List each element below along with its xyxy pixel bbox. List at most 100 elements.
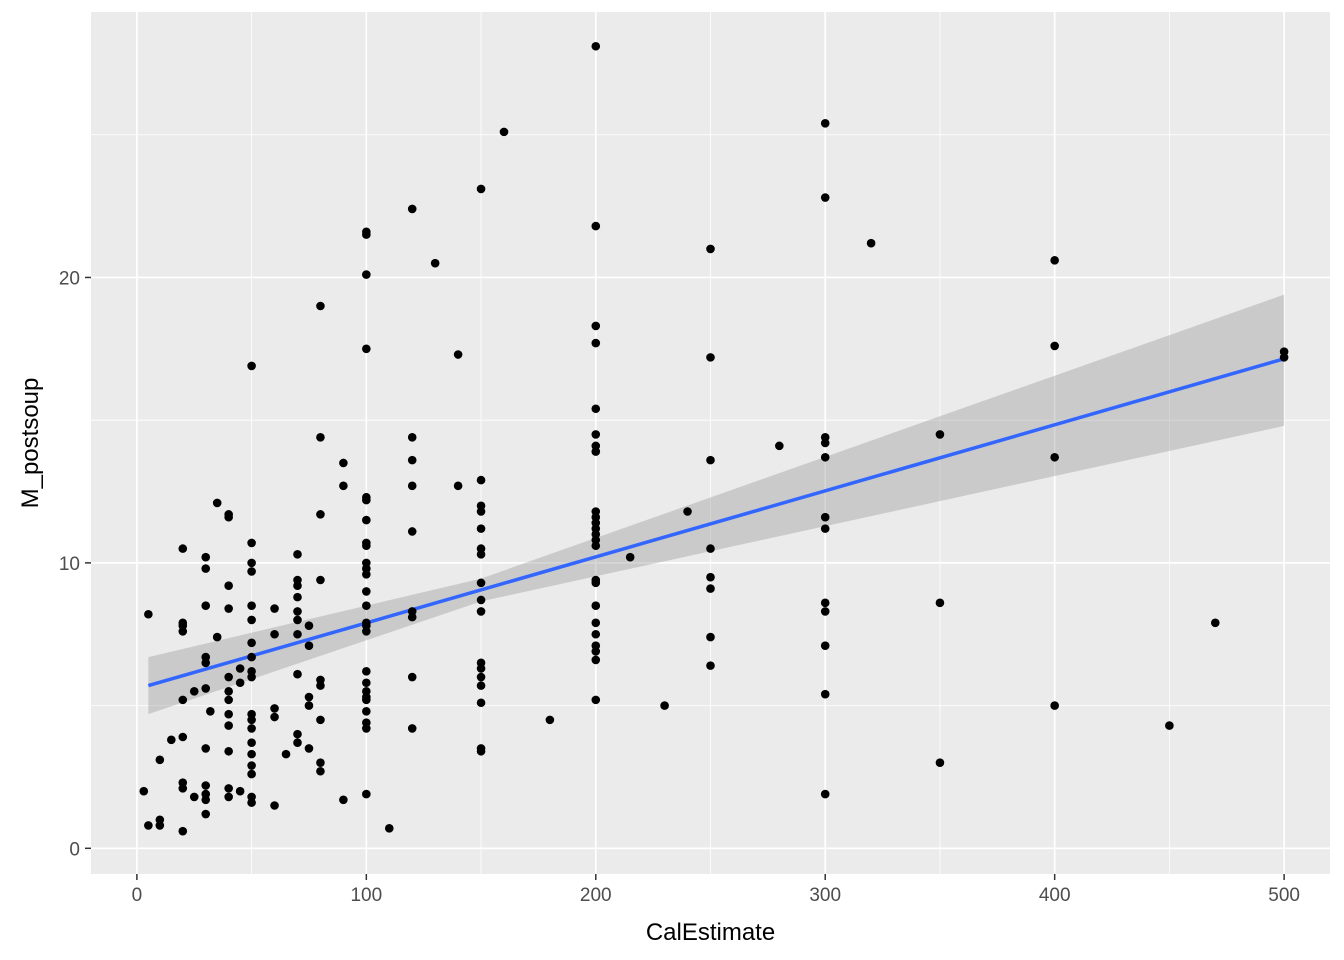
data-point — [476, 698, 486, 708]
data-point — [591, 695, 601, 705]
data-point — [935, 430, 945, 439]
data-point — [224, 672, 233, 682]
data-point — [178, 784, 188, 793]
x-axis-title: CalEstimate — [646, 919, 775, 946]
data-point — [407, 481, 417, 491]
data-point — [247, 761, 256, 770]
data-point — [499, 127, 509, 137]
data-point — [362, 569, 371, 579]
data-point — [206, 707, 215, 716]
data-point — [591, 338, 601, 348]
data-point — [224, 792, 233, 802]
data-point — [362, 707, 371, 716]
data-point — [591, 221, 601, 231]
data-point — [201, 684, 211, 693]
data-point — [201, 809, 211, 819]
data-point — [476, 550, 486, 559]
data-point — [362, 495, 371, 505]
data-point — [820, 689, 830, 699]
data-point — [270, 629, 279, 639]
data-point — [316, 758, 325, 767]
data-point — [293, 629, 302, 639]
data-point — [224, 709, 233, 719]
data-point — [316, 575, 325, 585]
data-point — [820, 119, 830, 128]
data-point — [201, 564, 211, 573]
data-point — [304, 744, 314, 753]
data-point — [591, 404, 601, 414]
data-point — [820, 641, 830, 650]
data-point — [178, 826, 188, 836]
data-point — [476, 578, 486, 588]
data-point — [775, 441, 784, 451]
data-point — [706, 584, 715, 593]
data-point — [247, 715, 256, 725]
data-point — [201, 601, 211, 610]
data-point — [247, 615, 256, 625]
data-point — [178, 544, 188, 553]
data-point — [224, 784, 233, 793]
data-point — [407, 612, 417, 622]
y-axis-title: M_postsoup — [17, 378, 44, 509]
y-tick-label: 0 — [69, 839, 80, 860]
data-point — [247, 558, 256, 568]
x-tick-label: 400 — [1039, 885, 1071, 906]
data-point — [362, 541, 371, 551]
y-tick-label: 20 — [59, 268, 80, 289]
data-point — [316, 715, 325, 725]
data-point — [293, 581, 302, 591]
data-point — [362, 587, 371, 596]
data-point — [235, 678, 245, 688]
data-point — [1050, 701, 1059, 710]
data-point — [212, 632, 222, 642]
data-point — [706, 661, 715, 670]
data-point — [247, 538, 256, 548]
data-point — [362, 601, 371, 610]
data-point — [293, 738, 302, 748]
data-point — [224, 746, 233, 756]
data-point — [362, 667, 371, 676]
data-point — [935, 598, 945, 608]
data-point — [178, 621, 188, 630]
data-point — [293, 729, 302, 739]
data-point — [591, 541, 601, 551]
data-point — [362, 344, 371, 354]
data-point — [201, 744, 211, 753]
data-point — [1050, 256, 1059, 265]
data-point — [476, 475, 486, 485]
data-point — [362, 270, 371, 279]
data-point — [591, 655, 601, 665]
data-point — [453, 481, 463, 491]
data-point — [281, 749, 291, 759]
data-point — [706, 353, 715, 362]
data-point — [820, 193, 830, 202]
data-point — [247, 769, 256, 779]
data-point — [339, 458, 348, 468]
data-point — [820, 438, 830, 448]
data-point — [167, 735, 176, 745]
data-point — [407, 204, 417, 214]
data-point — [304, 692, 314, 702]
y-axis: 0 10 20 — [59, 268, 91, 860]
data-point — [247, 361, 256, 371]
data-point — [224, 581, 233, 591]
x-tick-label: 500 — [1268, 885, 1300, 906]
data-point — [476, 746, 486, 756]
data-point — [591, 430, 601, 439]
data-point — [235, 664, 245, 673]
data-point — [362, 627, 371, 636]
data-point — [362, 789, 371, 799]
data-point — [316, 432, 325, 442]
data-point — [362, 695, 371, 705]
data-point — [293, 550, 302, 559]
data-point — [247, 749, 256, 759]
data-point — [407, 672, 417, 682]
data-point — [591, 618, 601, 628]
data-point — [683, 507, 692, 516]
minor-gridlines — [91, 12, 1330, 874]
data-point — [189, 687, 199, 696]
data-point — [178, 695, 188, 705]
data-point — [476, 664, 486, 673]
data-point — [189, 792, 199, 802]
